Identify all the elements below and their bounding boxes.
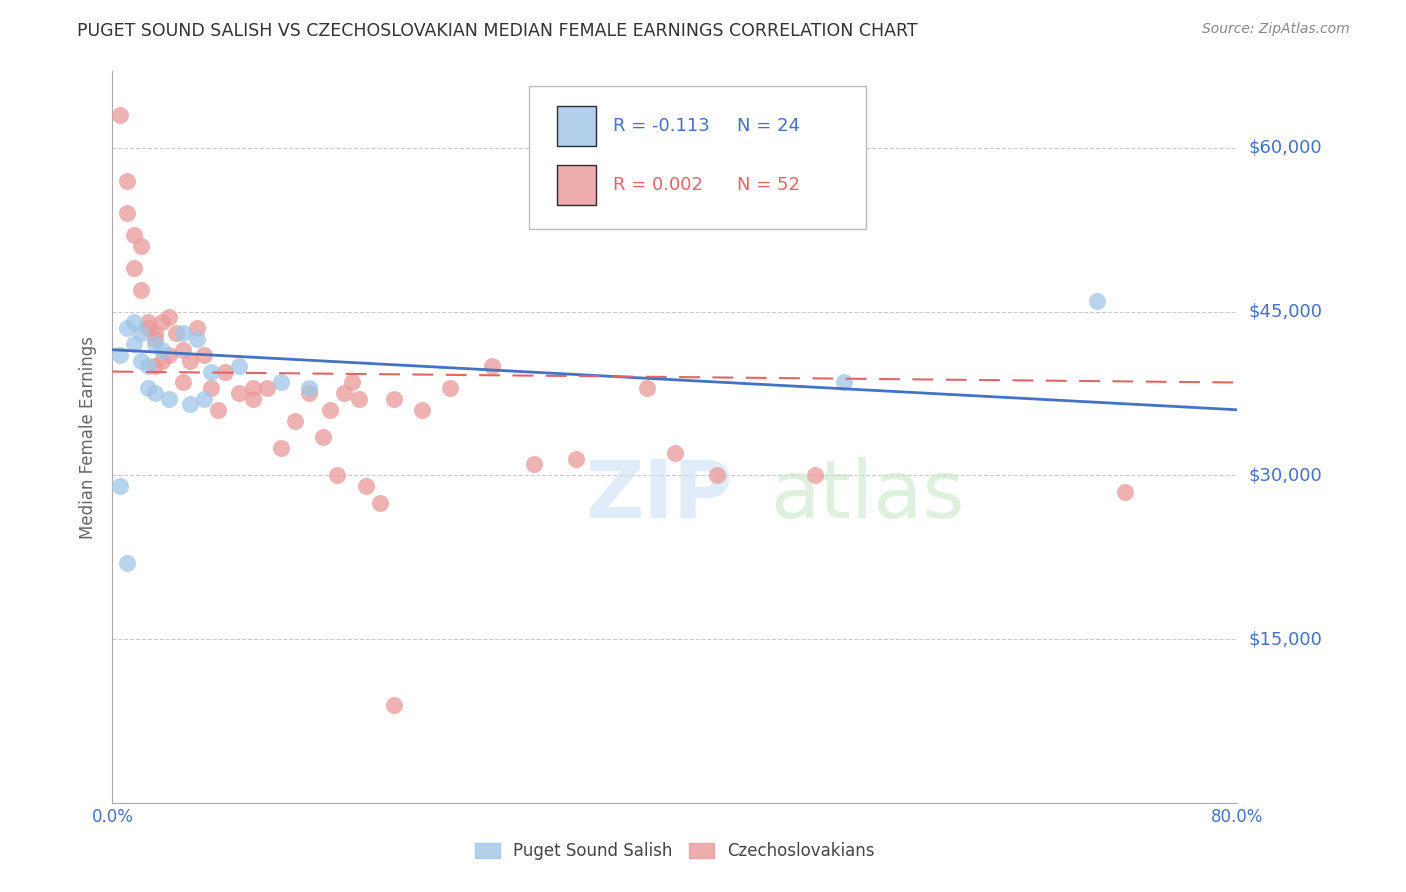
Point [150, 343, 173, 357]
Point [115, 321, 138, 335]
Point [150, 315, 173, 329]
Point [143, 332, 166, 346]
Point [172, 326, 194, 341]
Point [143, 386, 166, 401]
Point [136, 321, 159, 335]
Point [150, 353, 173, 368]
Point [270, 441, 292, 455]
Text: $30,000: $30,000 [1249, 467, 1322, 484]
Point [636, 381, 658, 395]
Y-axis label: Median Female Earnings: Median Female Earnings [79, 335, 97, 539]
Point [143, 337, 166, 351]
Point [523, 458, 546, 472]
Point [129, 239, 152, 253]
Point [179, 353, 201, 368]
Point [186, 332, 208, 346]
Point [439, 381, 461, 395]
Point [284, 414, 307, 428]
Point [804, 468, 827, 483]
Text: atlas: atlas [770, 457, 965, 534]
Point [129, 283, 152, 297]
Point [200, 365, 222, 379]
Point [664, 446, 686, 460]
Text: $15,000: $15,000 [1249, 630, 1322, 648]
Point [143, 326, 166, 341]
FancyBboxPatch shape [557, 165, 596, 205]
Point [1085, 293, 1108, 308]
Point [200, 381, 222, 395]
Point [179, 397, 201, 411]
Point [115, 556, 138, 570]
Point [157, 392, 180, 406]
Point [242, 392, 264, 406]
Point [207, 402, 229, 417]
Point [122, 337, 145, 351]
Point [270, 376, 292, 390]
Text: $45,000: $45,000 [1249, 302, 1323, 320]
Point [193, 392, 215, 406]
Point [129, 353, 152, 368]
Point [1114, 484, 1136, 499]
Point [108, 479, 131, 493]
Point [136, 315, 159, 329]
Point [165, 326, 187, 341]
Point [228, 386, 250, 401]
Point [340, 376, 363, 390]
Point [354, 479, 377, 493]
Point [832, 376, 855, 390]
Point [136, 381, 159, 395]
Point [319, 402, 342, 417]
Point [172, 343, 194, 357]
Point [122, 315, 145, 329]
Text: N = 52: N = 52 [737, 176, 800, 194]
Point [706, 468, 728, 483]
Point [186, 321, 208, 335]
Point [242, 381, 264, 395]
Point [298, 386, 321, 401]
Text: $60,000: $60,000 [1249, 139, 1322, 157]
Point [129, 326, 152, 341]
Point [122, 228, 145, 243]
Point [157, 348, 180, 362]
Point [108, 348, 131, 362]
Text: PUGET SOUND SALISH VS CZECHOSLOVAKIAN MEDIAN FEMALE EARNINGS CORRELATION CHART: PUGET SOUND SALISH VS CZECHOSLOVAKIAN ME… [77, 22, 918, 40]
Point [108, 108, 131, 122]
FancyBboxPatch shape [529, 86, 866, 228]
Point [115, 173, 138, 187]
Legend: Puget Sound Salish, Czechoslovakians: Puget Sound Salish, Czechoslovakians [475, 842, 875, 860]
Point [312, 430, 335, 444]
Point [333, 386, 356, 401]
Point [228, 359, 250, 373]
Point [347, 392, 370, 406]
Point [214, 365, 236, 379]
Point [368, 495, 391, 509]
Point [382, 392, 405, 406]
Point [298, 381, 321, 395]
Point [193, 348, 215, 362]
Point [172, 376, 194, 390]
Text: Source: ZipAtlas.com: Source: ZipAtlas.com [1202, 22, 1350, 37]
Point [481, 359, 503, 373]
Point [115, 206, 138, 220]
Point [122, 260, 145, 275]
Text: R = 0.002: R = 0.002 [613, 176, 703, 194]
Point [326, 468, 349, 483]
FancyBboxPatch shape [557, 106, 596, 146]
Point [143, 359, 166, 373]
Text: R = -0.113: R = -0.113 [613, 117, 710, 136]
Point [136, 359, 159, 373]
Point [256, 381, 278, 395]
Point [382, 698, 405, 712]
Text: ZIP: ZIP [585, 457, 733, 534]
Point [411, 402, 433, 417]
Point [565, 451, 588, 466]
Point [157, 310, 180, 324]
Text: N = 24: N = 24 [737, 117, 800, 136]
